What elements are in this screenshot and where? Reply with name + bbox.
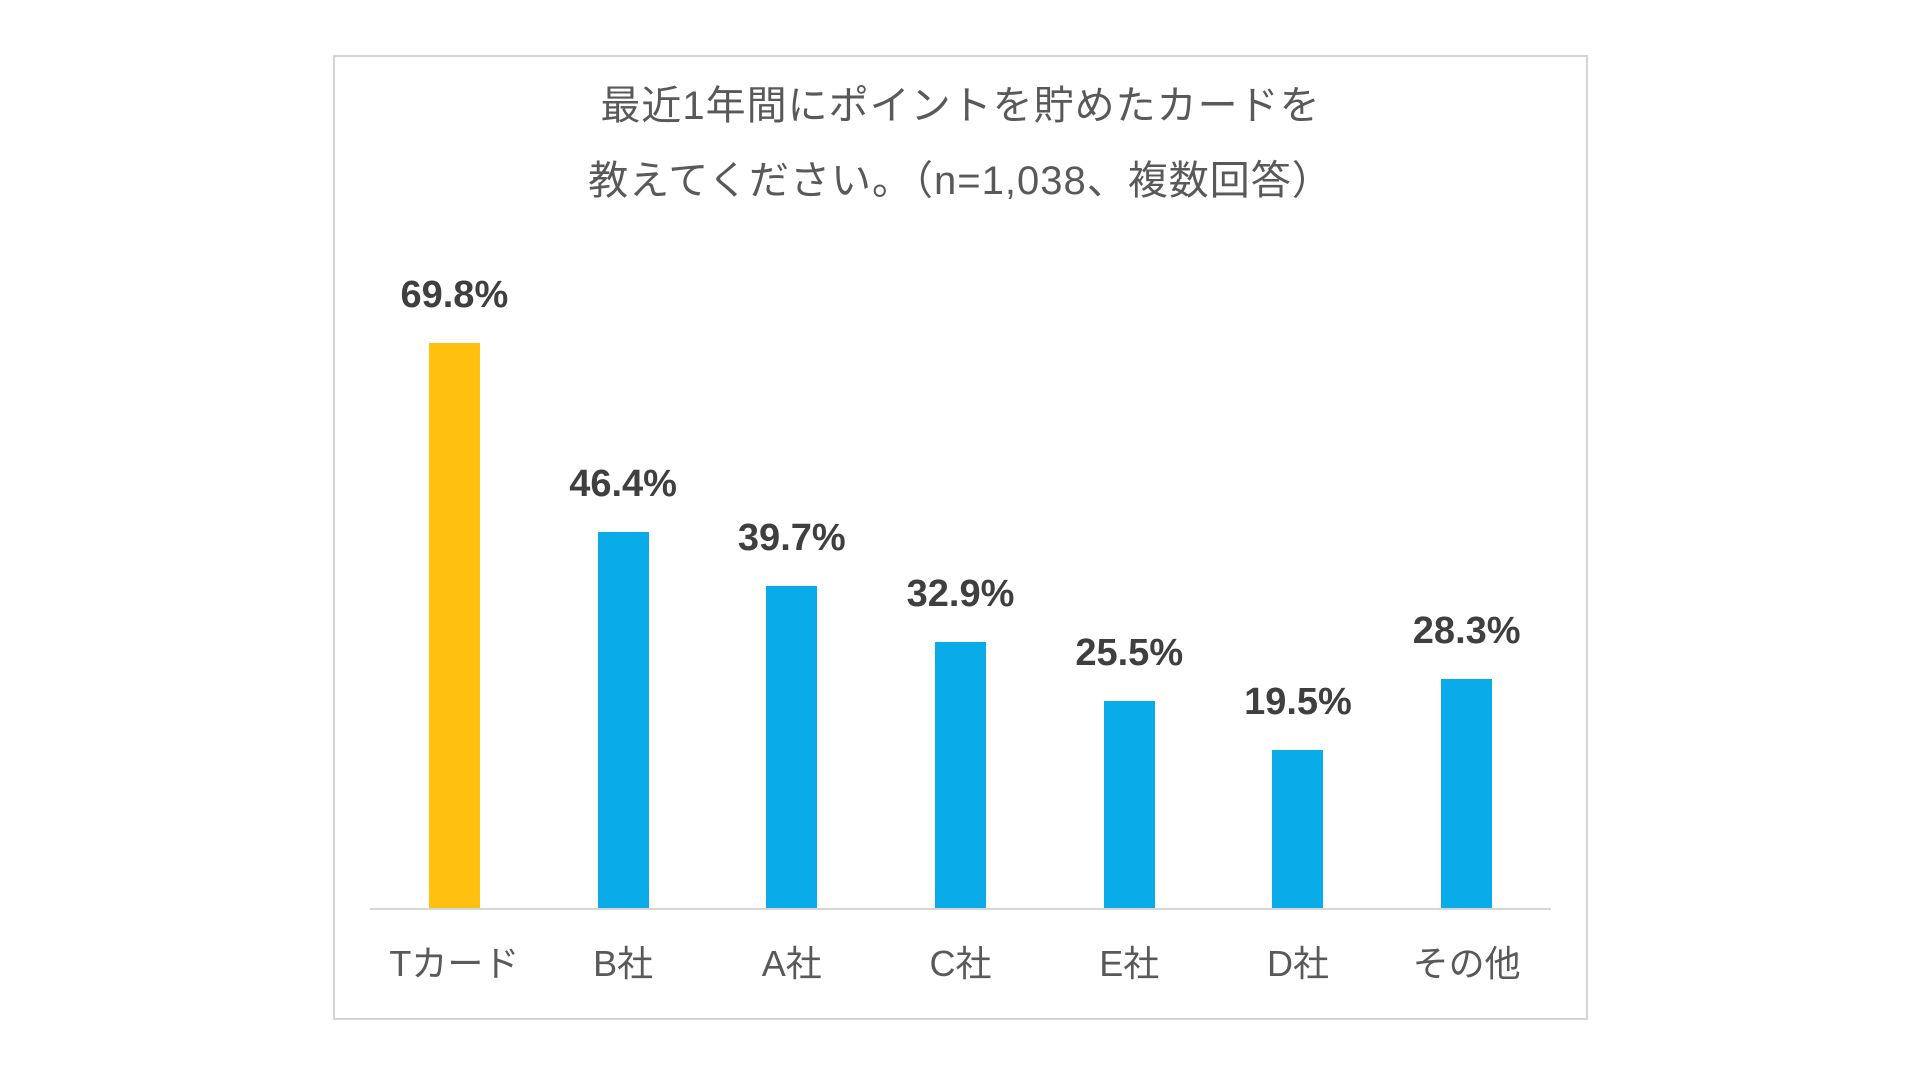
bar-value-label-0: 69.8%: [400, 273, 509, 316]
bar-value-label-3: 32.9%: [906, 572, 1015, 615]
chart-container: 最近1年間にポイントを貯めたカードを 教えてください。（n=1,038、複数回答…: [333, 55, 1588, 1020]
bar-0: [428, 342, 480, 908]
x-axis-label-2: A社: [761, 943, 822, 984]
bar-group-1: 46.4%: [539, 227, 708, 908]
bar-value-label-1: 46.4%: [569, 463, 677, 506]
bar-group-6: 28.3%: [1382, 227, 1551, 908]
x-axis-label-6: その他: [1412, 943, 1521, 984]
bar-1: [597, 532, 649, 908]
bar-group-3: 32.9%: [876, 227, 1045, 908]
chart-title: 最近1年間にポイントを貯めたカードを 教えてください。（n=1,038、複数回答…: [335, 69, 1586, 219]
bar-3: [935, 641, 987, 908]
plot-area: 69.8% 46.4% 39.7% 32.9% 25.5% 19.5% 28.3%: [370, 227, 1551, 910]
bar-4: [1103, 701, 1155, 908]
bar-value-label-5: 19.5%: [1244, 681, 1352, 724]
x-axis-label-5: D社: [1266, 943, 1329, 984]
bar-5: [1272, 750, 1324, 908]
bar-group-0: 69.8%: [370, 227, 539, 908]
bar-value-label-4: 25.5%: [1075, 632, 1184, 675]
x-axis-label-1: B社: [593, 943, 654, 984]
x-axis-labels: Tカード B社 A社 C社 E社 D社 その他: [370, 935, 1551, 987]
chart-title-line2: 教えてください。（n=1,038、複数回答）: [588, 159, 1333, 203]
bar-2: [766, 586, 818, 908]
x-axis-label-0: Tカード: [389, 943, 520, 984]
chart-title-line1: 最近1年間にポイントを貯めたカードを: [600, 84, 1321, 128]
x-axis-label-3: C社: [929, 943, 992, 984]
bar-group-2: 39.7%: [707, 227, 876, 908]
x-axis-label-4: E社: [1099, 943, 1160, 984]
bar-value-label-6: 28.3%: [1412, 609, 1521, 652]
bar-group-5: 19.5%: [1214, 227, 1383, 908]
bar-value-label-2: 39.7%: [737, 517, 846, 560]
bar-group-4: 25.5%: [1045, 227, 1214, 908]
bar-6: [1441, 678, 1493, 908]
